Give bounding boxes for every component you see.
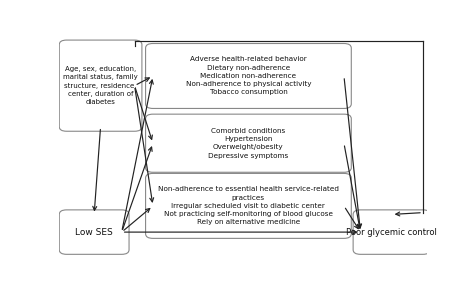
FancyBboxPatch shape xyxy=(146,114,351,172)
FancyBboxPatch shape xyxy=(59,210,129,254)
Text: Low SES: Low SES xyxy=(75,228,113,237)
FancyBboxPatch shape xyxy=(353,210,430,254)
FancyBboxPatch shape xyxy=(59,40,142,131)
Text: Non-adherence to essential health service-related
practices
Irregular scheduled : Non-adherence to essential health servic… xyxy=(158,186,339,225)
FancyBboxPatch shape xyxy=(146,173,351,238)
Text: Age, sex, education,
marital status, family
structure, residence,
center, durati: Age, sex, education, marital status, fam… xyxy=(63,66,138,105)
Text: Comorbid conditions
Hypertension
Overweight/obesity
Depressive symptoms: Comorbid conditions Hypertension Overwei… xyxy=(208,128,289,159)
Text: Poor glycemic control: Poor glycemic control xyxy=(346,228,437,237)
FancyBboxPatch shape xyxy=(146,44,351,108)
Text: Adverse health-related behavior
Dietary non-adherence
Medication non-adherence
N: Adverse health-related behavior Dietary … xyxy=(186,57,311,96)
